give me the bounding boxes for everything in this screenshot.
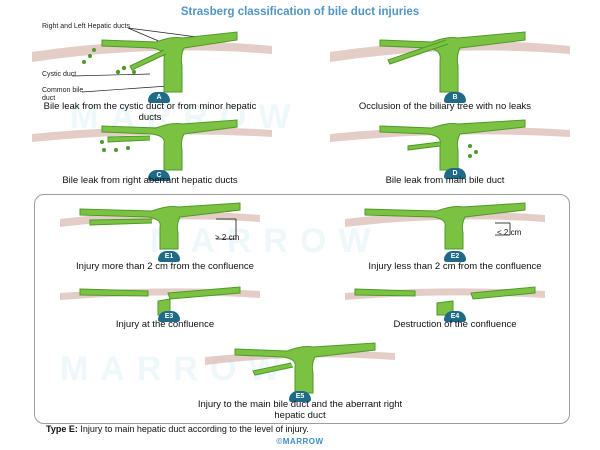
diagram-type-e2 — [345, 202, 545, 250]
panel-marker: E3 — [158, 311, 180, 322]
panel-caption: Bile leak from the cystic duct or from m… — [43, 101, 257, 123]
panel-caption: Injury to the main bile duct and the abe… — [197, 399, 403, 421]
panel-marker: B — [444, 92, 466, 103]
panel-caption: Occlusion of the biliary tree with no le… — [358, 101, 532, 112]
panel-caption: Bile leak from main bile duct — [385, 175, 505, 186]
panel-marker: A — [148, 92, 170, 103]
panel-marker: C — [148, 170, 170, 181]
panel-marker: D — [444, 168, 466, 179]
panel-marker: E2 — [444, 251, 466, 262]
type-e-footnote: Type E: Injury to main hepatic duct acco… — [46, 424, 309, 434]
diagram-type-e1 — [60, 202, 260, 250]
footnote-bold: Type E: — [46, 424, 78, 434]
label-cystic-duct: Cystic duct — [42, 71, 77, 78]
panel-caption: Injury at the confluence — [115, 319, 215, 330]
diagram-type-e3 — [60, 286, 260, 316]
diagram-type-d — [330, 119, 570, 171]
panel-caption: Destruction of the confluence — [393, 319, 517, 330]
copyright: ©MARROW — [276, 437, 324, 446]
panel-caption: Injury more than 2 cm from the confluenc… — [76, 261, 254, 272]
dimension-label: > 2 cm — [215, 233, 240, 242]
watermark: MARROW — [150, 222, 383, 260]
footnote-text: Injury to main hepatic duct according to… — [77, 424, 309, 434]
diagram-type-a — [32, 31, 272, 93]
type-e-box — [34, 194, 570, 424]
panel-marker: E5 — [289, 391, 311, 402]
panel-marker: E4 — [444, 311, 466, 322]
diagram-type-e5 — [205, 342, 395, 394]
diagram-type-e4 — [345, 286, 545, 316]
label-hepatic-ducts: Right and Left Hepatic ducts — [42, 23, 130, 30]
diagram-type-b — [330, 31, 570, 93]
panel-caption: Bile leak from right aberrant hepatic du… — [62, 175, 238, 186]
dimension-label: < 2 cm — [497, 228, 522, 237]
label-common-bile-duct: Common bile duct — [42, 87, 84, 102]
panel-caption: Injury less than 2 cm from the confluenc… — [368, 261, 542, 272]
panel-marker: E1 — [158, 251, 180, 262]
figure-title: Strasberg classification of bile duct in… — [180, 6, 420, 18]
diagram-type-c — [32, 119, 272, 171]
